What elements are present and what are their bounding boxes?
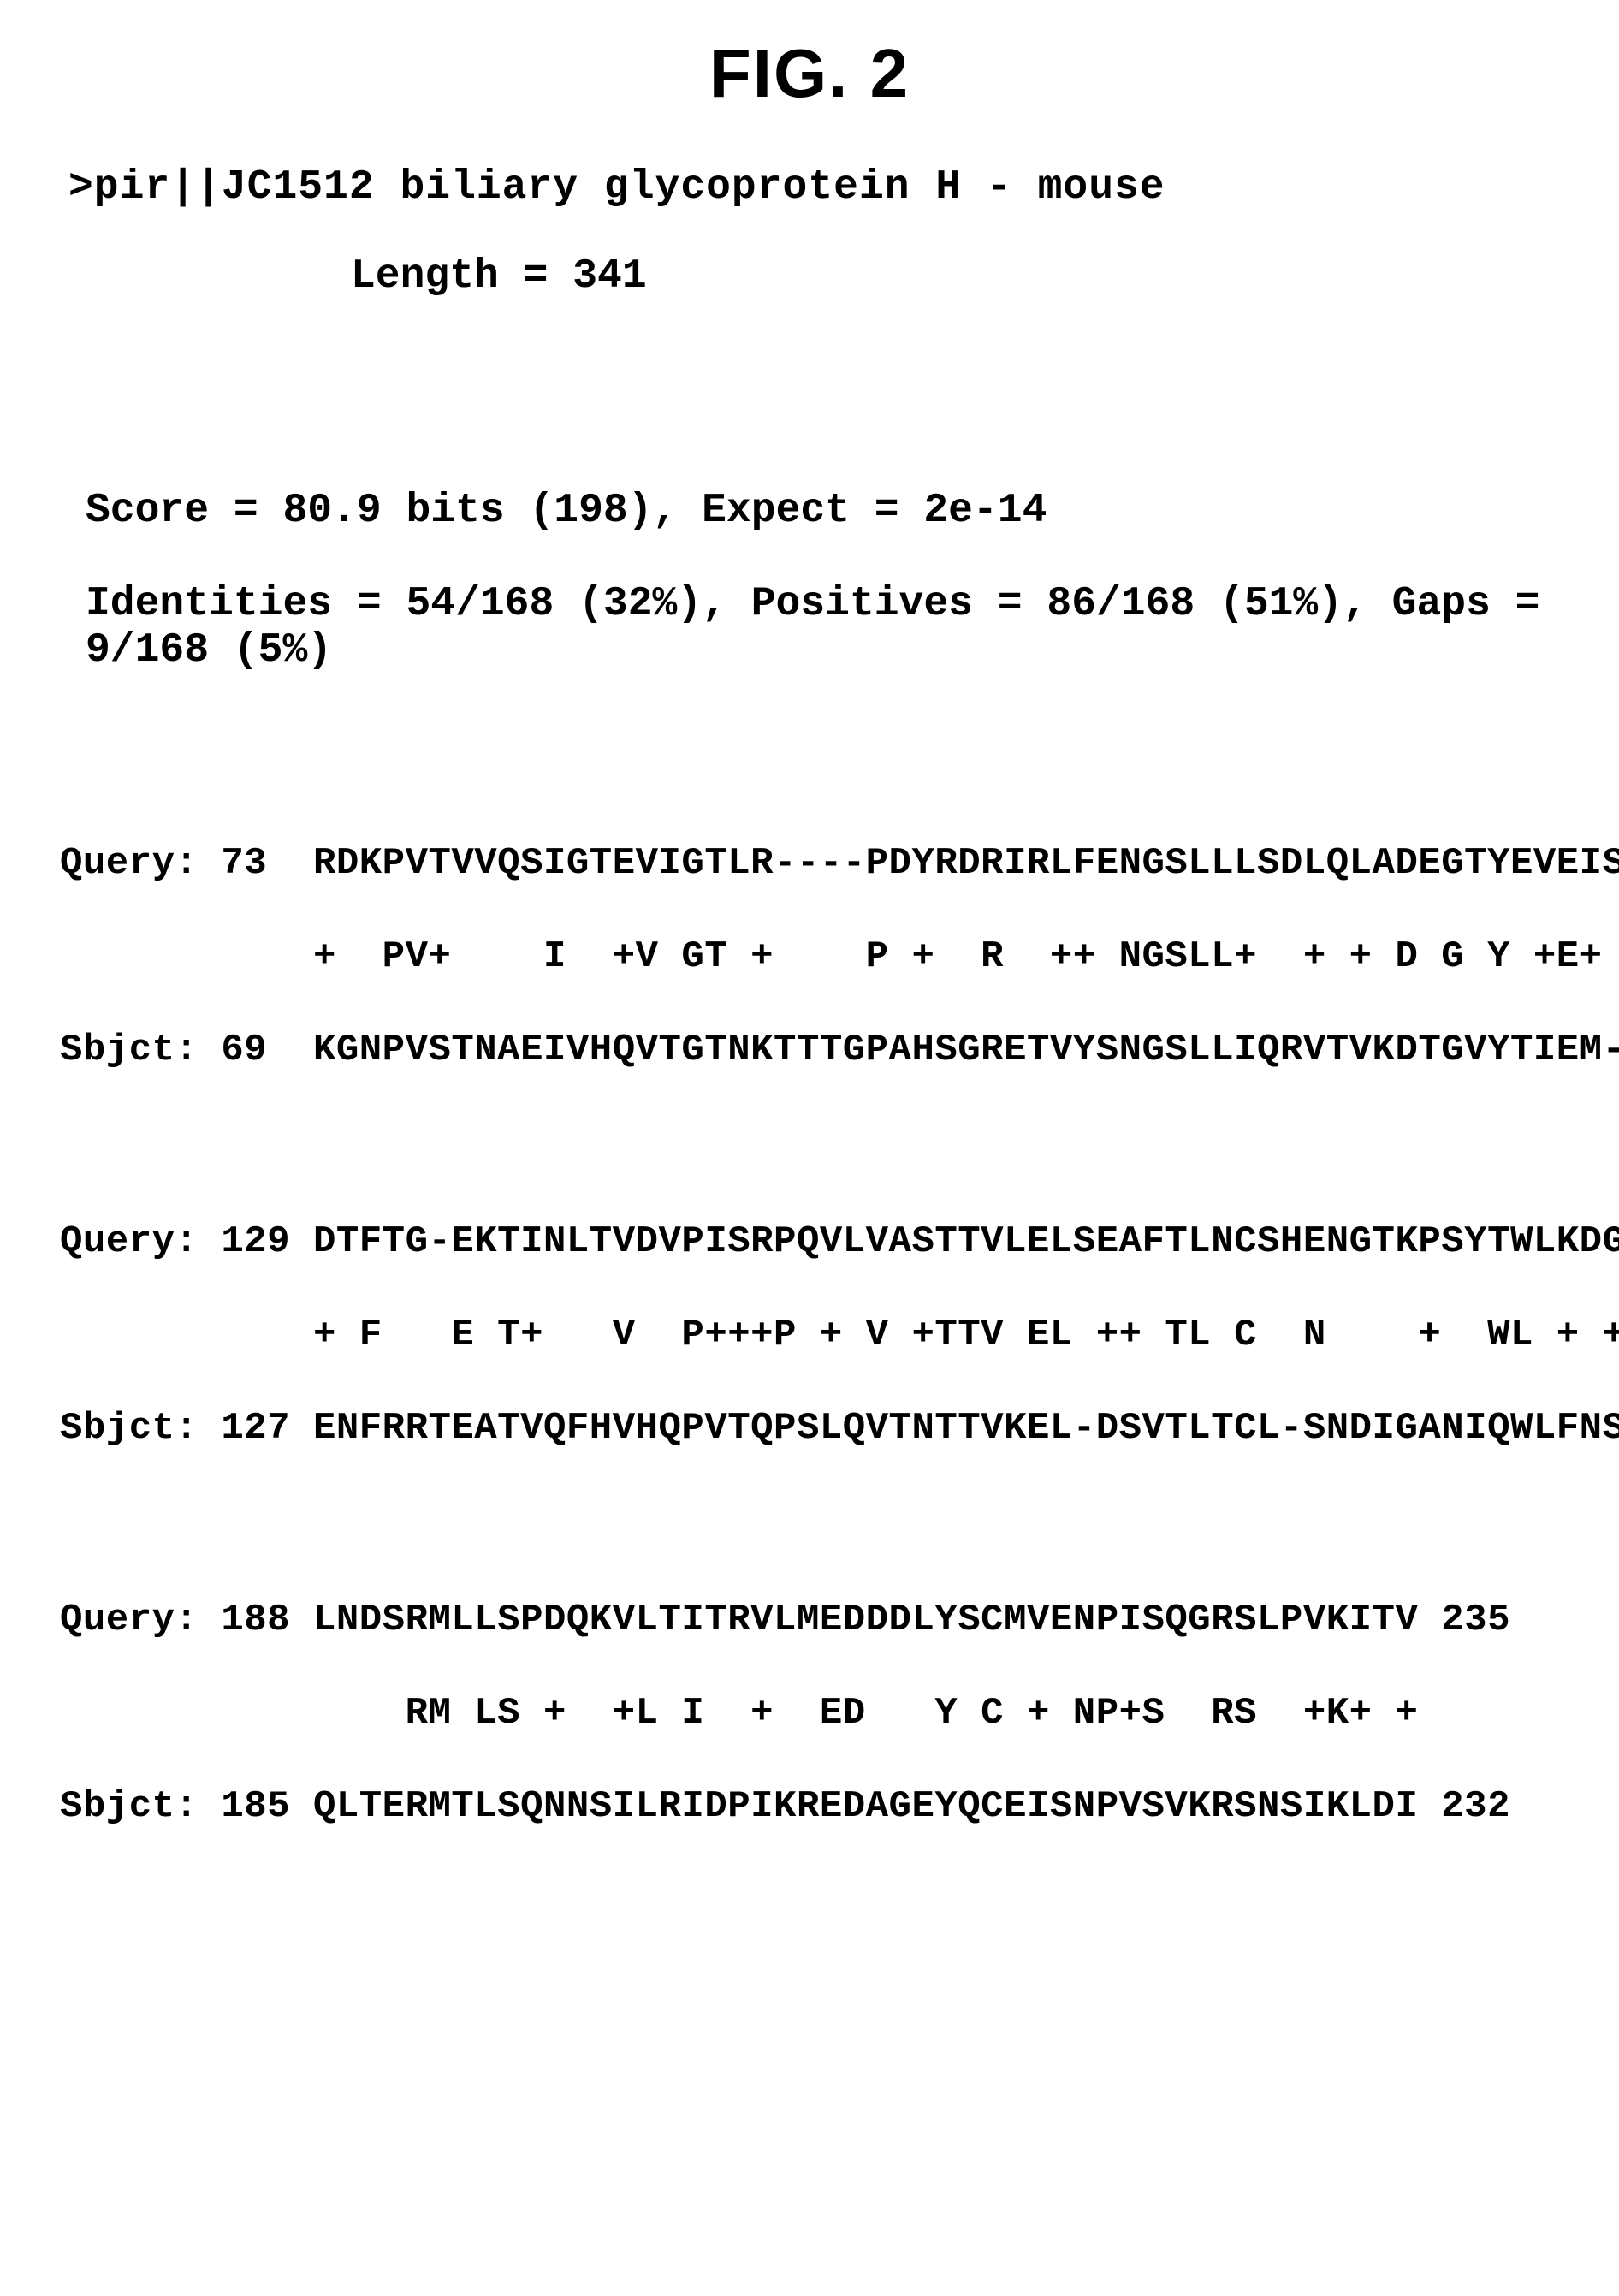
midline: RM LS + +L I + ED Y C + NP+S RS +K+ + <box>60 1694 1559 1732</box>
query-line: Query: 73 RDKPVTVVQSIGTEVIGTLR----PDYRDR… <box>60 845 1559 882</box>
alignment-block: Query: 129 DTFTG-EKTINLTVDVPISRPQVLVASTT… <box>60 1223 1559 1447</box>
sequence-header: >pir||JC1512 biliary glycoprotein H - mo… <box>68 164 1559 211</box>
alignment-block: Query: 188 LNDSRMLLSPDQKVLTITRVLMEDDDLYS… <box>60 1601 1559 1825</box>
alignment-block: Query: 73 RDKPVTVVQSIGTEVIGTLR----PDYRDR… <box>60 845 1559 1069</box>
sbjct-line: Sbjct: 69 KGNPVSTNAEIVHQVTGTNKTTTGPAHSGR… <box>60 1031 1559 1069</box>
figure-page: FIG. 2 >pir||JC1512 biliary glycoprotein… <box>0 0 1619 2048</box>
midline: + PV+ I +V GT + P + R ++ NGSLL+ + + D G … <box>60 938 1559 976</box>
midline: + F E T+ V P+++P + V +TTV EL ++ TL C N +… <box>60 1316 1559 1354</box>
length-line: Length = 341 <box>351 253 1559 300</box>
score-line: Score = 80.9 bits (198), Expect = 2e-14 <box>86 488 1559 534</box>
query-line: Query: 129 DTFTG-EKTINLTVDVPISRPQVLVASTT… <box>60 1223 1559 1261</box>
alignment-section: Query: 73 RDKPVTVVQSIGTEVIGTLR----PDYRDR… <box>60 845 1559 1825</box>
query-line: Query: 188 LNDSRMLLSPDQKVLTITRVLMEDDDLYS… <box>60 1601 1559 1639</box>
figure-label: FIG. 2 <box>60 34 1559 113</box>
sbjct-line: Sbjct: 185 QLTERMTLSQNNSILRIDPIKREDAGEYQ… <box>60 1788 1559 1825</box>
identities-line: Identities = 54/168 (32%), Positives = 8… <box>86 581 1559 673</box>
sbjct-line: Sbjct: 127 ENFRRTEATVQFHVHQPVTQPSLQVTNTT… <box>60 1409 1559 1447</box>
